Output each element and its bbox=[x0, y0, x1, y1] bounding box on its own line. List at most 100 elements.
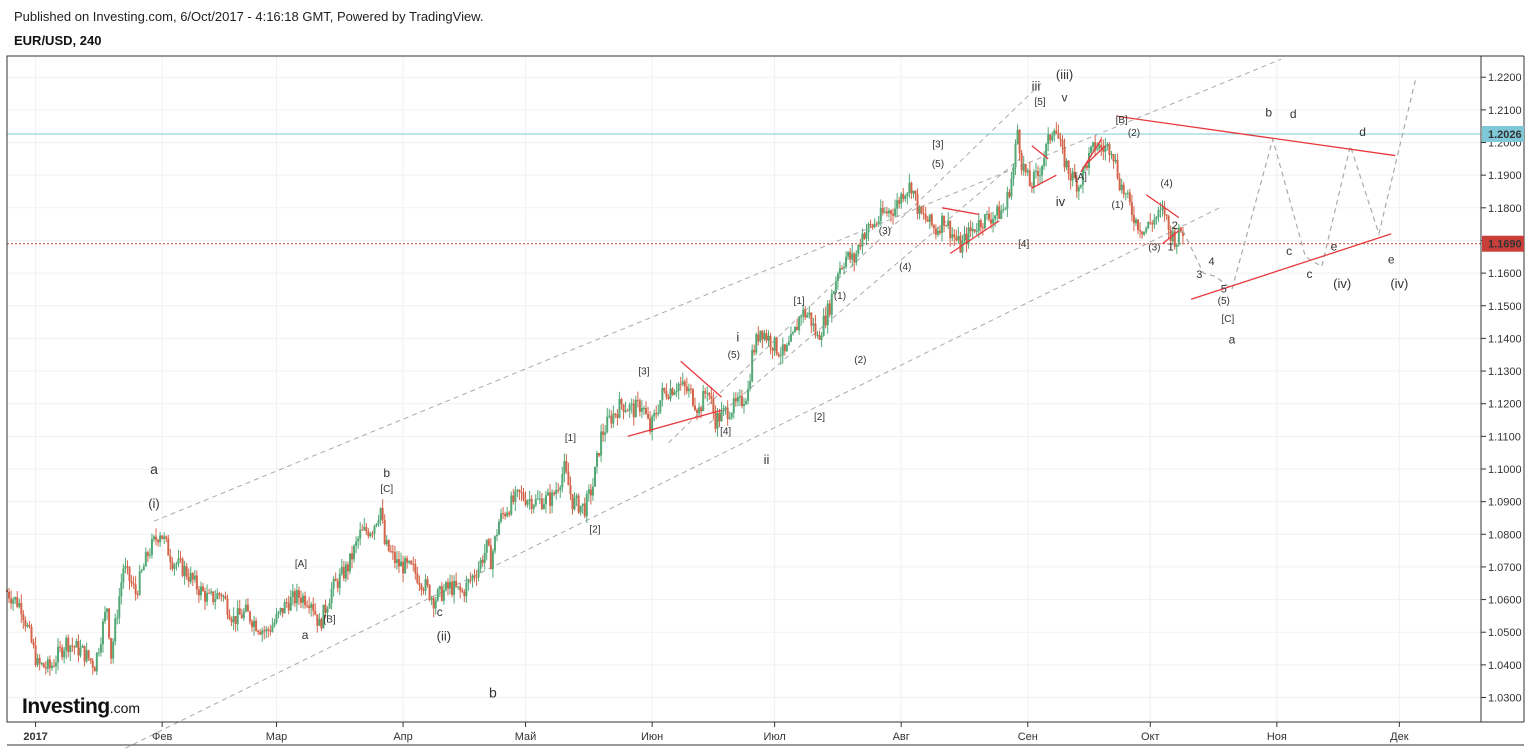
candle-body bbox=[967, 227, 970, 245]
candle-body bbox=[1061, 139, 1064, 147]
wave-label: (2) bbox=[854, 355, 866, 366]
candle-body bbox=[1165, 214, 1168, 217]
candle-body bbox=[406, 558, 409, 563]
candle-body bbox=[1055, 130, 1058, 134]
wave-label: (iv) bbox=[1333, 276, 1351, 291]
candle-body bbox=[453, 580, 456, 595]
time-tick-label: Апр bbox=[393, 731, 412, 743]
candle-body bbox=[649, 418, 652, 432]
candle-body bbox=[463, 591, 466, 597]
candle-body bbox=[651, 416, 654, 432]
price-tick-label: 1.0500 bbox=[1488, 627, 1522, 639]
candle-body bbox=[469, 579, 472, 581]
candle-body bbox=[1163, 207, 1166, 215]
candle-body bbox=[759, 330, 762, 342]
candle-body bbox=[1069, 173, 1072, 181]
candle-body bbox=[777, 353, 780, 357]
candle-body bbox=[585, 493, 588, 517]
candle-body bbox=[181, 558, 184, 576]
candle-body bbox=[945, 225, 948, 227]
candle-body bbox=[857, 244, 860, 254]
candle-body bbox=[1177, 227, 1180, 245]
wave-label: [B] bbox=[323, 614, 335, 625]
candle-body bbox=[720, 410, 723, 422]
candle-body bbox=[622, 404, 625, 412]
channel-lines bbox=[122, 58, 1282, 749]
wave-labels: ab(i)b[C][A]a[B]c(ii)[1][2][3][4](5)iii[… bbox=[148, 67, 1408, 701]
candle-body bbox=[765, 333, 768, 341]
candle-body bbox=[204, 591, 207, 602]
candle-body bbox=[1065, 160, 1068, 168]
candle-body bbox=[328, 603, 331, 609]
candle-body bbox=[889, 210, 892, 214]
candle-body bbox=[277, 611, 280, 615]
price-tick-label: 1.0900 bbox=[1488, 497, 1522, 509]
candle-body bbox=[1024, 163, 1027, 173]
candle-body bbox=[800, 316, 803, 318]
candle-body bbox=[830, 293, 833, 315]
candle-body bbox=[596, 452, 599, 467]
candle-body bbox=[834, 281, 837, 292]
candle-body bbox=[389, 550, 392, 552]
candle-body bbox=[238, 608, 241, 615]
price-axis[interactable]: 1.0300 1.0400 1.0500 1.0600 1.0700 1.0800 1.09… bbox=[1481, 72, 1524, 705]
candle-body bbox=[1132, 214, 1135, 224]
candle-body bbox=[747, 388, 750, 401]
candle-body bbox=[581, 503, 584, 506]
candle-body bbox=[355, 541, 358, 546]
candle-body bbox=[459, 586, 462, 591]
candle-body bbox=[1090, 146, 1093, 153]
wave-label: e bbox=[1388, 252, 1395, 266]
time-tick-label: Фев bbox=[152, 731, 172, 743]
candle-body bbox=[681, 381, 684, 385]
candle-body bbox=[222, 596, 225, 598]
candle-body bbox=[71, 645, 74, 647]
candle-body bbox=[299, 597, 302, 603]
candle-body bbox=[269, 630, 272, 632]
candle-body bbox=[155, 536, 158, 541]
candle-body bbox=[308, 605, 311, 608]
price-tick-label: 1.1900 bbox=[1488, 170, 1522, 182]
candle-body bbox=[253, 620, 256, 628]
candle-body bbox=[220, 594, 223, 597]
candle-body bbox=[93, 667, 96, 672]
candle-body bbox=[696, 410, 699, 414]
price-tick-label: 1.0600 bbox=[1488, 595, 1522, 607]
candle-body bbox=[965, 233, 968, 245]
candle-body bbox=[159, 535, 162, 543]
candle-body bbox=[971, 229, 974, 232]
candle-body bbox=[583, 503, 586, 517]
candle-body bbox=[232, 616, 235, 623]
candle-body bbox=[773, 337, 776, 351]
candle-body bbox=[718, 413, 721, 422]
candle-body bbox=[336, 581, 339, 588]
red-trendline bbox=[1145, 194, 1180, 219]
candle-body bbox=[812, 323, 815, 326]
time-axis[interactable]: 2017 Фев Мар Апр Май Июн Июл Авг Сен Окт Ноя Дек bbox=[23, 722, 1409, 743]
candle-body bbox=[351, 553, 354, 560]
price-tick-label: 1.1600 bbox=[1488, 268, 1522, 280]
candle-body bbox=[957, 235, 960, 241]
candle-body bbox=[904, 195, 907, 199]
candle-body bbox=[761, 330, 764, 340]
candle-body bbox=[228, 615, 231, 620]
candle-body bbox=[753, 349, 756, 353]
candle-body bbox=[65, 637, 68, 651]
candle-body bbox=[279, 608, 282, 612]
candle-body bbox=[963, 233, 966, 241]
candle-body bbox=[826, 303, 829, 326]
candle-body bbox=[103, 612, 106, 622]
candle-body bbox=[1116, 159, 1119, 178]
time-tick-label: Сен bbox=[1018, 731, 1038, 743]
candle-body bbox=[808, 312, 811, 315]
candle-body bbox=[645, 407, 648, 414]
red-trendline bbox=[941, 207, 979, 215]
red-trendline bbox=[1080, 138, 1102, 173]
channel-line bbox=[122, 207, 1220, 749]
candle-body bbox=[1041, 165, 1044, 176]
candle-body bbox=[112, 641, 115, 659]
candle-body bbox=[938, 230, 941, 233]
candle-body bbox=[775, 337, 778, 354]
candle-body bbox=[120, 582, 123, 597]
